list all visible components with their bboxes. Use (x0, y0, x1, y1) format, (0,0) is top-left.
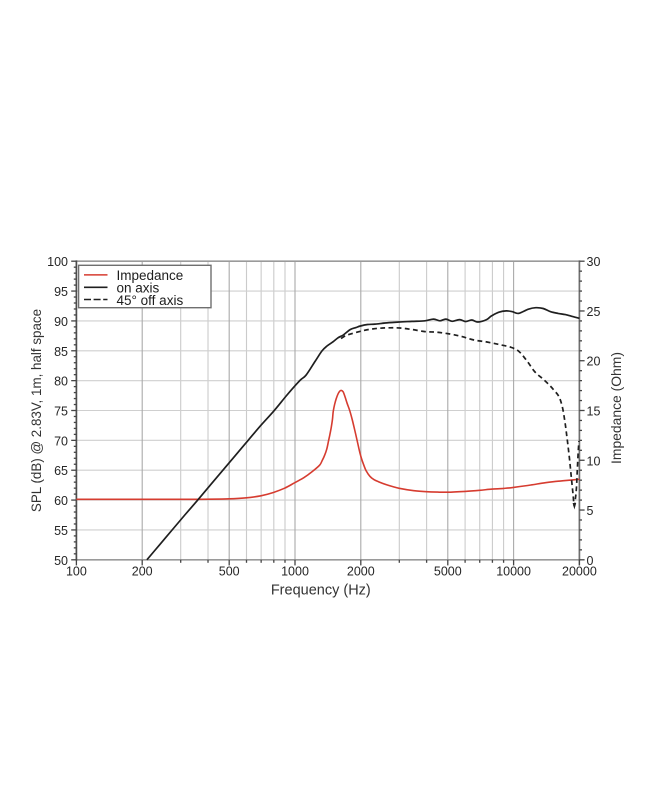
svg-text:75: 75 (54, 404, 68, 418)
svg-text:on axis: on axis (117, 281, 160, 296)
svg-text:200: 200 (132, 565, 153, 579)
svg-text:50: 50 (54, 554, 68, 568)
svg-text:80: 80 (54, 375, 68, 389)
svg-text:Impedance: Impedance (117, 268, 184, 283)
svg-text:65: 65 (54, 464, 68, 478)
svg-text:5000: 5000 (434, 565, 462, 579)
svg-text:5: 5 (587, 504, 594, 518)
svg-text:20: 20 (587, 355, 601, 369)
svg-text:15: 15 (587, 404, 601, 418)
svg-text:Impedance (Ohm): Impedance (Ohm) (608, 352, 624, 464)
svg-text:10000: 10000 (496, 565, 531, 579)
svg-text:2000: 2000 (347, 565, 375, 579)
svg-text:100: 100 (47, 255, 68, 269)
svg-text:Frequency (Hz): Frequency (Hz) (271, 583, 371, 599)
svg-text:500: 500 (219, 565, 240, 579)
svg-text:55: 55 (54, 524, 68, 538)
svg-text:70: 70 (54, 434, 68, 448)
svg-text:30: 30 (587, 255, 601, 269)
svg-text:0: 0 (587, 554, 594, 568)
svg-text:SPL (dB) @ 2.83V, 1m, half spa: SPL (dB) @ 2.83V, 1m, half space (29, 309, 44, 512)
svg-text:10: 10 (587, 454, 601, 468)
svg-text:45° off axis: 45° off axis (117, 293, 184, 308)
svg-text:25: 25 (587, 305, 601, 319)
svg-text:90: 90 (54, 315, 68, 329)
svg-text:20000: 20000 (562, 565, 597, 579)
svg-text:1000: 1000 (281, 565, 309, 579)
svg-text:85: 85 (54, 345, 68, 359)
svg-text:95: 95 (54, 285, 68, 299)
svg-text:60: 60 (54, 494, 68, 508)
svg-text:100: 100 (66, 565, 87, 579)
